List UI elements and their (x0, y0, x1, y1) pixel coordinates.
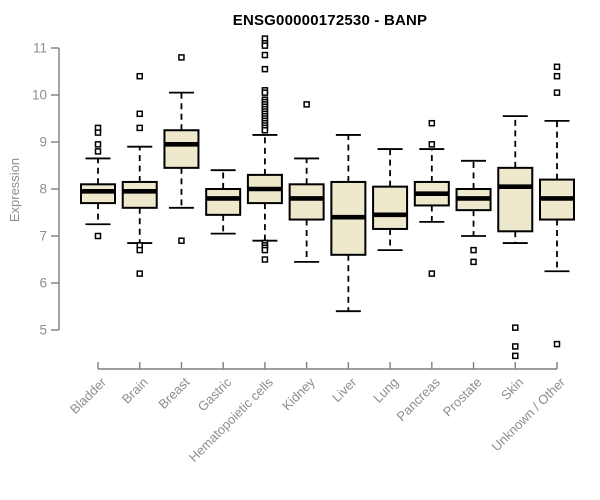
x-tick-label: Unknown / Other (489, 374, 569, 454)
boxplot-prostate (455, 159, 492, 266)
outlier-point (136, 124, 143, 132)
outlier-point (470, 246, 477, 254)
x-tick-label: Bladder (67, 374, 110, 417)
boxplot-unknown-other (538, 63, 575, 348)
boxplot-lung (372, 148, 409, 252)
x-tick-label: Pancreas (393, 374, 443, 424)
outlier-point (136, 72, 143, 80)
y-tick-label: 6 (39, 276, 47, 291)
iqr-box (205, 188, 242, 216)
outlier-point (94, 141, 102, 148)
x-tick-label: Gastric (195, 374, 235, 414)
iqr-box (121, 180, 158, 209)
outlier-point (553, 340, 561, 348)
chart-title: ENSG00000172530 - BANP (232, 12, 428, 29)
x-tick-label: Prostate (440, 375, 485, 420)
outlier-point (94, 232, 102, 240)
outlier-point (553, 63, 561, 71)
boxplot-pancreas (413, 119, 450, 277)
outlier-point (178, 237, 185, 244)
x-tick-label: Liver (329, 374, 360, 405)
iqr-box (372, 185, 409, 230)
outlier-point (136, 246, 143, 254)
boxplot-kidney (288, 101, 325, 263)
iqr-box (288, 183, 325, 221)
x-tick-label: Brain (119, 375, 151, 407)
y-tick-label: 8 (39, 182, 47, 197)
outlier-point (553, 89, 561, 96)
outlier-point (553, 72, 561, 80)
boxplot-breast (163, 54, 200, 244)
outlier-point (261, 89, 269, 96)
boxplot-liver (330, 134, 367, 313)
boxplot-hematopoietic-cells (246, 35, 283, 263)
boxplot-skin (497, 115, 534, 360)
outlier-point (136, 110, 143, 118)
outlier-point (261, 127, 269, 134)
x-tick-label: Kidney (279, 374, 318, 413)
boxplot-bladder (80, 124, 116, 240)
outlier-point (512, 352, 519, 360)
y-tick-label: 9 (39, 135, 47, 150)
outlier-point (261, 65, 269, 73)
outlier-point (261, 42, 269, 49)
x-tick-label: Skin (498, 375, 526, 403)
boxplot-gastric (205, 169, 242, 235)
y-tick-label: 5 (39, 323, 47, 338)
outlier-point (261, 51, 269, 59)
outlier-point (94, 148, 102, 155)
outlier-point (470, 258, 477, 266)
outlier-point (136, 270, 143, 277)
boxplot-brain (121, 72, 158, 277)
outlier-point (261, 246, 269, 254)
iqr-box (80, 183, 116, 205)
outlier-point (428, 119, 436, 127)
outlier-point (512, 343, 519, 350)
outlier-point (94, 129, 102, 136)
outlier-point (303, 101, 310, 108)
y-tick-label: 7 (39, 229, 47, 244)
y-tick-label: 10 (32, 88, 47, 103)
iqr-box (163, 129, 200, 169)
outlier-point (428, 270, 436, 277)
outlier-point (178, 54, 185, 61)
x-tick-label: Lung (370, 375, 401, 406)
iqr-box (497, 166, 534, 233)
outlier-point (512, 324, 519, 331)
x-tick-label: Breast (155, 374, 192, 411)
outlier-point (261, 256, 269, 263)
y-axis: 5 6 7 8 9 10 11 (32, 41, 60, 338)
y-tick-label: 11 (33, 41, 47, 56)
outlier-point (428, 141, 436, 148)
